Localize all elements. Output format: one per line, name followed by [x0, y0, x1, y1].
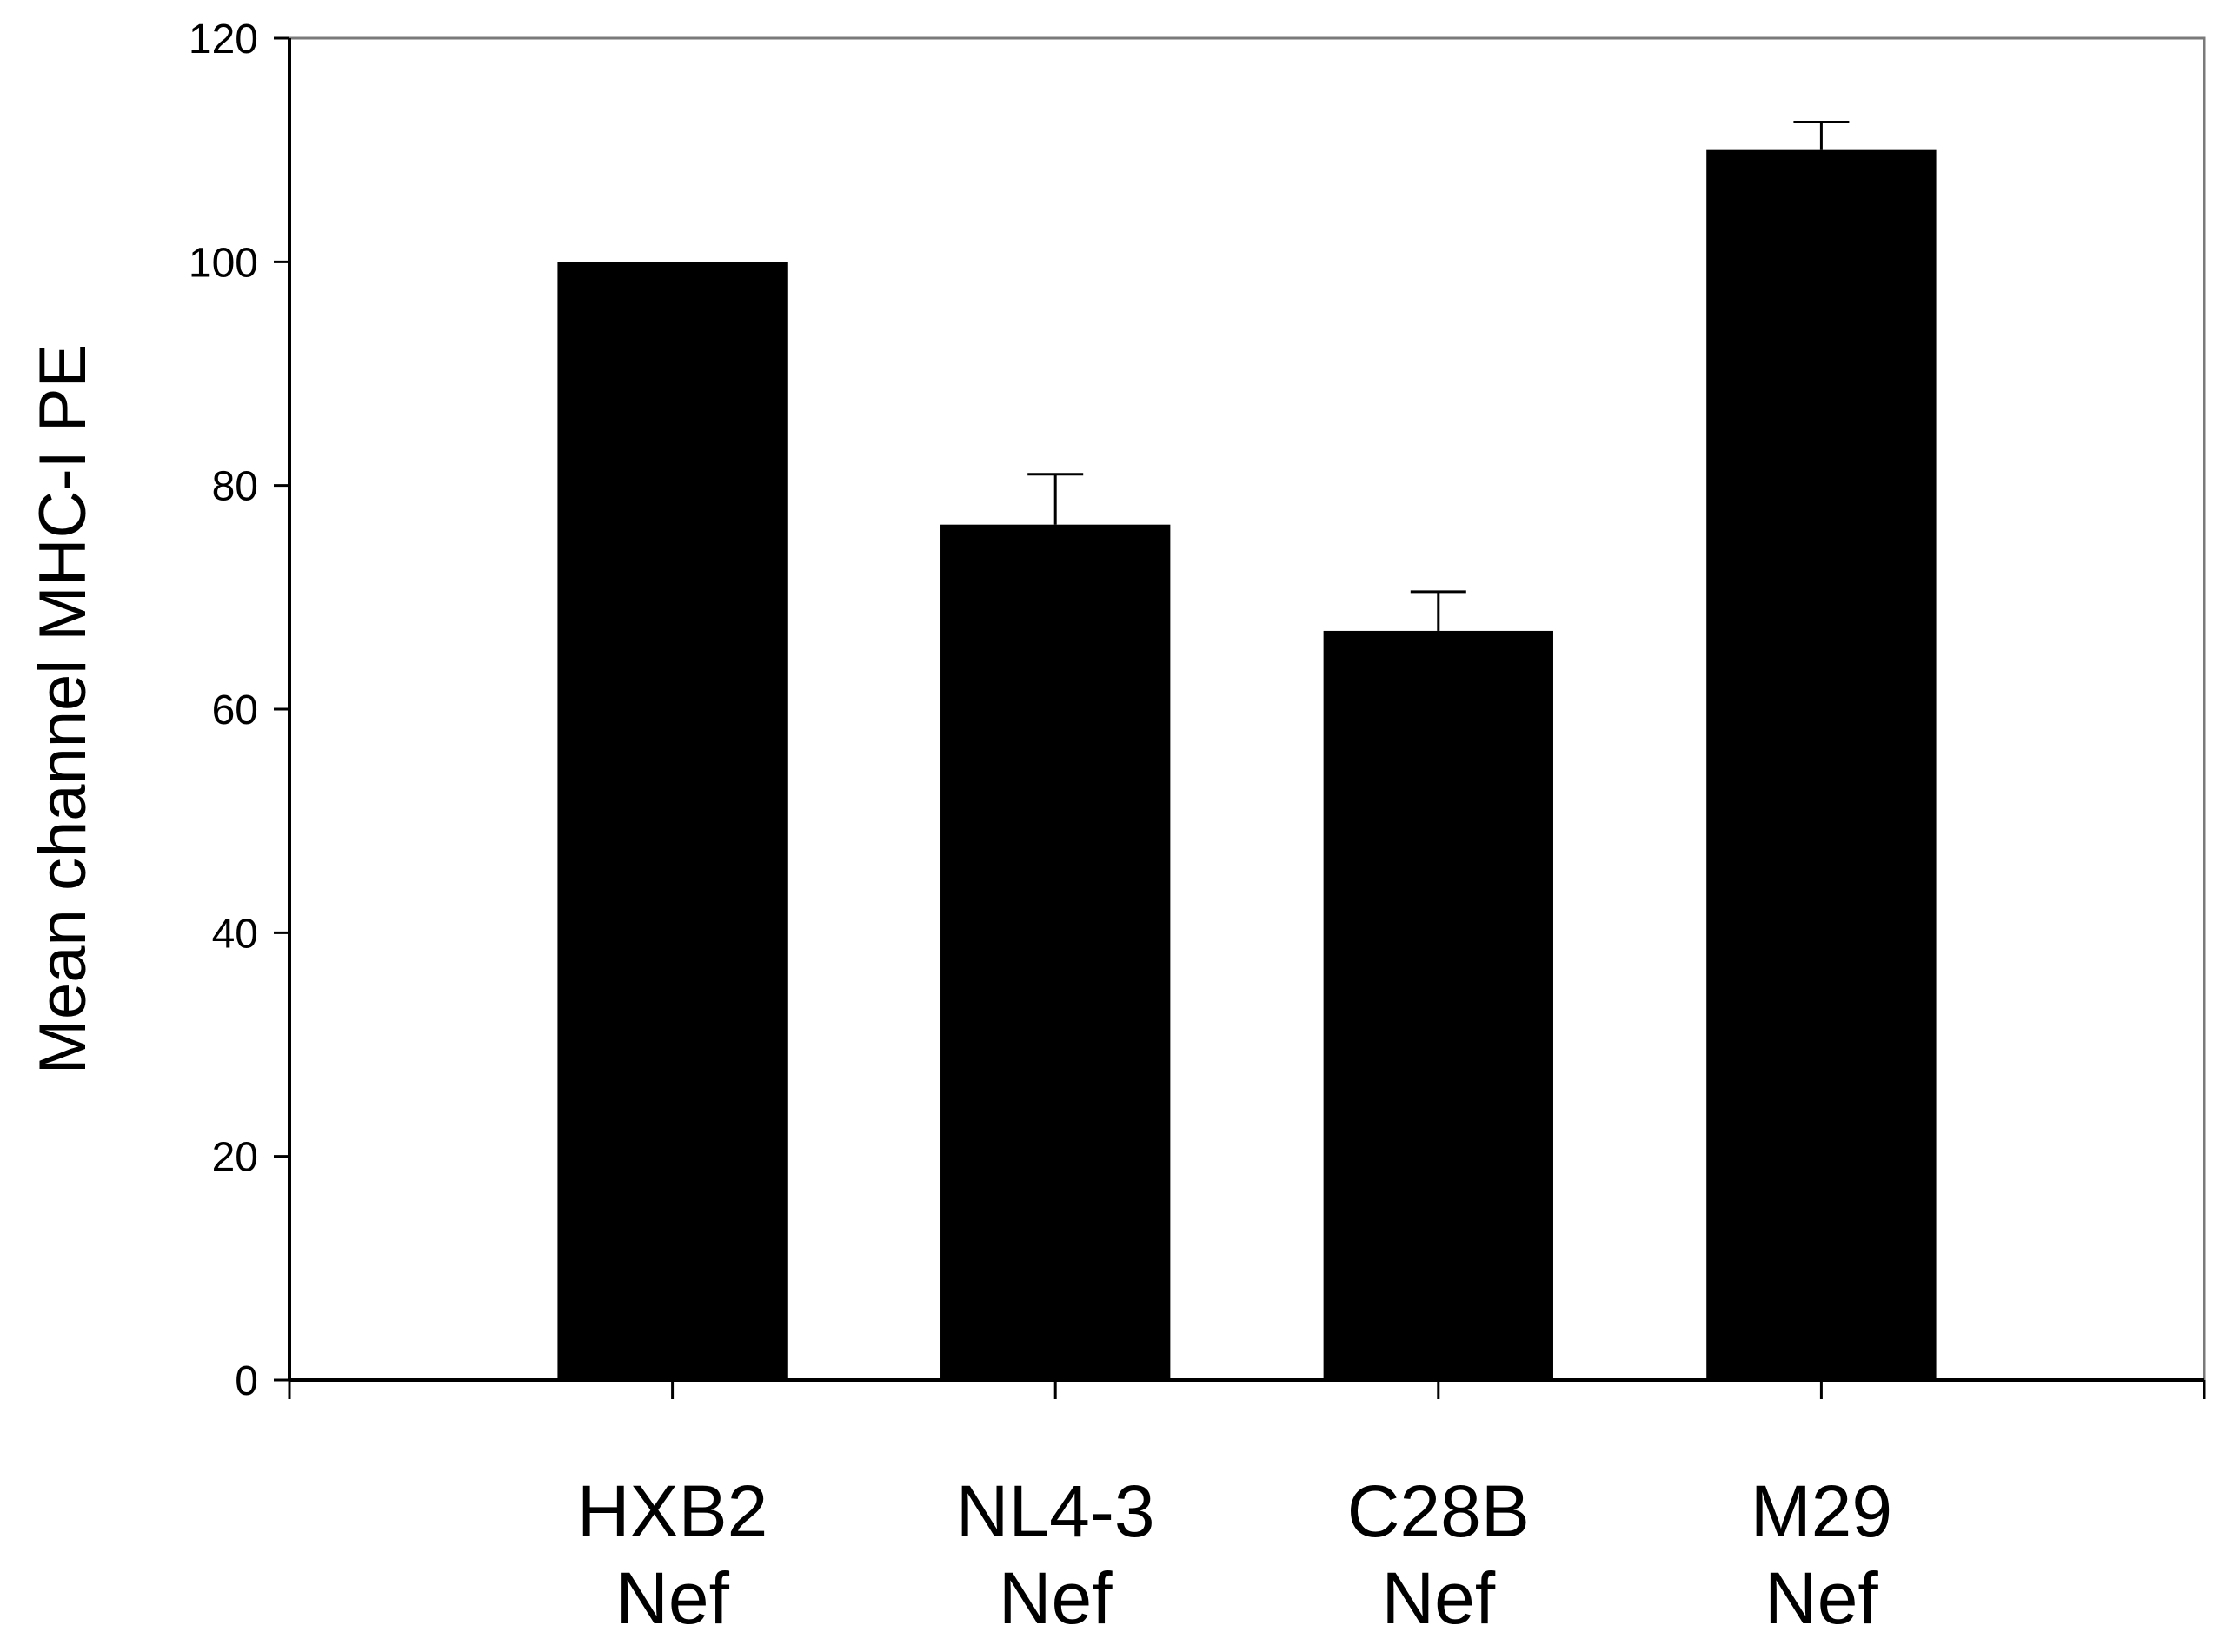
- axes-layer: 020406080100120HXB2NefNL4-3NefC28BNefM29…: [189, 17, 2206, 1639]
- y-tick-label: 120: [189, 17, 258, 63]
- y-tick-label: 40: [212, 911, 258, 957]
- category-label: C28B: [1347, 1470, 1530, 1552]
- y-tick-label: 0: [235, 1358, 258, 1404]
- bars-layer: [557, 121, 1937, 1381]
- bar: [940, 524, 1171, 1380]
- category-label: Nef: [615, 1557, 729, 1639]
- y-tick-label: 60: [212, 687, 258, 733]
- y-tick-label: 100: [189, 240, 258, 286]
- y-tick-label: 20: [212, 1135, 258, 1181]
- category-label: Nef: [1381, 1557, 1495, 1639]
- y-axis-title: Mean channel MHC-I PE: [26, 344, 100, 1075]
- bar: [557, 262, 788, 1380]
- category-label: M29: [1751, 1470, 1892, 1552]
- category-label: Nef: [999, 1557, 1113, 1639]
- category-label: NL4-3: [956, 1470, 1155, 1552]
- bar: [1323, 630, 1553, 1380]
- category-label: Nef: [1764, 1557, 1878, 1639]
- bar: [1706, 149, 1937, 1381]
- y-tick-label: 80: [212, 464, 258, 510]
- category-label: HXB2: [577, 1470, 768, 1552]
